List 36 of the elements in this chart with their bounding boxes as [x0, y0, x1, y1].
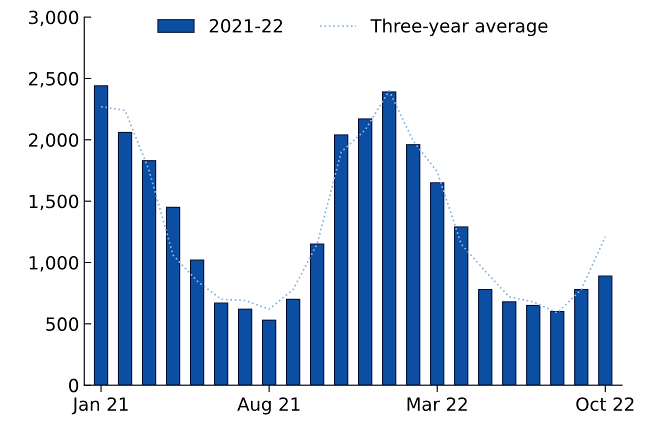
y-tick-label: 2,500	[29, 72, 78, 88]
y-tick-label: 500	[46, 317, 78, 331]
bar	[262, 320, 276, 386]
bar	[478, 288, 492, 386]
bar	[118, 132, 132, 386]
bar	[502, 301, 516, 386]
bar	[238, 308, 252, 386]
bar	[166, 206, 180, 386]
y-tick-label: 3,000	[29, 10, 78, 26]
x-tick-label: Oct 22	[576, 397, 634, 411]
bar	[574, 288, 588, 386]
bar	[358, 118, 372, 386]
bar	[526, 304, 540, 386]
x-tick-label: Jan 21	[72, 397, 128, 414]
bar	[214, 302, 228, 386]
legend-label: Three-year average	[370, 18, 548, 36]
y-tick-label: 1,500	[30, 194, 78, 210]
legend-label: 2021-22	[210, 18, 282, 33]
bar	[334, 134, 348, 386]
y-tick-label: 1,000	[30, 256, 78, 272]
x-tick-label: Aug 21	[237, 397, 300, 414]
y-tick-label: 0	[69, 378, 78, 392]
line-series	[100, 90, 606, 314]
bar	[430, 182, 444, 386]
bar	[382, 91, 396, 386]
bar	[142, 160, 156, 386]
bar	[310, 244, 324, 386]
x-tick-label: Mar 22	[408, 397, 467, 411]
bar	[406, 144, 420, 386]
y-tick-label: 2,000	[29, 133, 78, 149]
bar	[94, 85, 108, 386]
bar	[286, 298, 300, 386]
bar	[550, 311, 564, 386]
bar	[454, 226, 468, 386]
bar	[598, 275, 612, 386]
bar	[190, 260, 204, 386]
